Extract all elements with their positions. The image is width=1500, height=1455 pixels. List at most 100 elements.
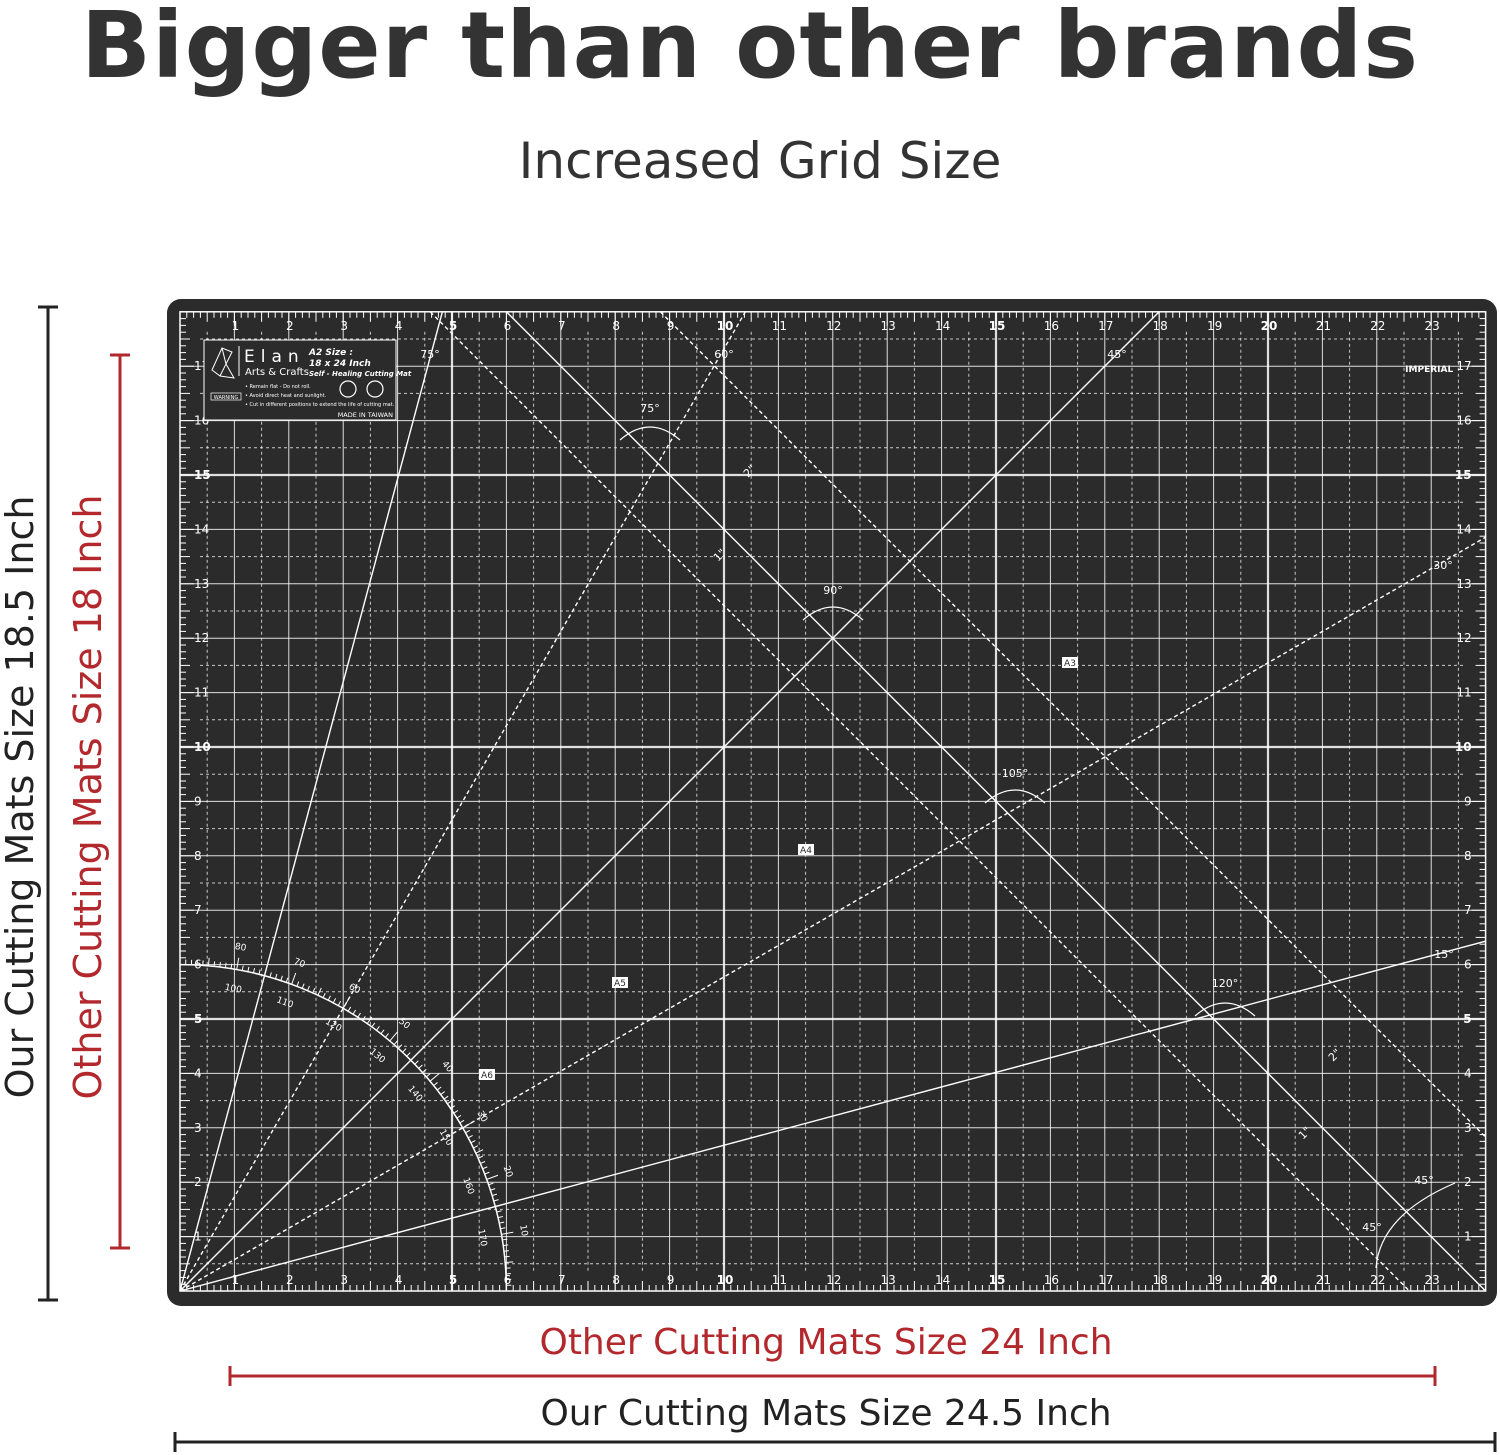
- ruler-number-top: 10: [717, 319, 734, 333]
- line-135deg: [505, 311, 1487, 1292]
- ruler-number-top: 1: [232, 319, 240, 333]
- protractor-tick: [496, 1210, 502, 1213]
- ruler-number-top: 21: [1316, 319, 1331, 333]
- paper-size-label: A4: [800, 846, 812, 856]
- paper-size-label: A5: [614, 979, 626, 989]
- protractor-tick: [332, 998, 337, 1004]
- ruler-number-left: 1: [194, 1230, 202, 1244]
- protractor-tick: [291, 972, 297, 985]
- ruler-number-left: 9: [194, 794, 202, 808]
- protractor-tick: [252, 967, 256, 974]
- protractor-tick: [480, 1161, 486, 1164]
- protractor-tick: [207, 957, 210, 966]
- protractor-tick: [406, 1052, 411, 1057]
- protractor-tick: [429, 1073, 440, 1082]
- protractor-tick: [418, 1064, 423, 1069]
- our-height-label: Our Cutting Mats Size 18.5 Inch: [0, 495, 42, 1099]
- ruler-number-left: 5: [194, 1012, 202, 1026]
- ruler-number-top: 8: [612, 319, 620, 333]
- ruler-number-top: 16: [1044, 319, 1059, 333]
- angle-label: 75°: [420, 348, 440, 361]
- angle-label: 45°: [1362, 1221, 1382, 1234]
- ruler-number-left: 11: [194, 686, 209, 700]
- logo-panel-border: [203, 339, 397, 421]
- ruler-number-right: 17: [1456, 359, 1471, 373]
- ruler-number-bottom: 1: [232, 1273, 240, 1287]
- angle-arc: [619, 426, 681, 441]
- protractor-tick: [389, 1031, 398, 1042]
- ruler-number-right: 1: [1464, 1230, 1472, 1244]
- paper-size-marker: [798, 844, 814, 855]
- ruler-number-bottom: 16: [1044, 1273, 1059, 1287]
- protractor-tick: [241, 965, 244, 971]
- protractor-tick: [453, 1110, 459, 1114]
- ruler-number-right: 13: [1456, 577, 1471, 591]
- protractor-tick: [502, 1238, 508, 1241]
- angle-arc: [1375, 1182, 1456, 1269]
- protractor-tick: [296, 981, 300, 987]
- protractor-tick: [402, 1048, 407, 1053]
- protractor-tick: [385, 1033, 389, 1038]
- ruler-number-right: 8: [1464, 849, 1472, 863]
- angle-label: 105°: [1002, 767, 1029, 780]
- ruler-number-top: 4: [395, 319, 403, 333]
- ruler-number-bottom: 22: [1370, 1273, 1385, 1287]
- protractor-tick: [433, 1082, 438, 1086]
- protractor-tick: [380, 1029, 385, 1035]
- protractor-tick: [493, 1199, 499, 1202]
- ruler-number-top: 17: [1098, 319, 1113, 333]
- brand-sub: Arts & Crafts: [245, 367, 309, 378]
- subheadline: Increased Grid Size: [518, 132, 1002, 190]
- protractor-tick: [422, 1068, 427, 1073]
- protractor-tick: [477, 1155, 483, 1159]
- ruler-number-left: 4: [194, 1066, 202, 1080]
- dimension-lines: [38, 305, 1497, 1452]
- protractor-number: 100: [224, 983, 243, 996]
- ruler-number-right: 9: [1464, 794, 1472, 808]
- protractor-tick: [456, 1114, 462, 1119]
- protractor-tick: [352, 1009, 357, 1015]
- ruler-number-left: 2: [194, 1175, 202, 1189]
- ruler-number-bottom: 5: [449, 1273, 457, 1287]
- ruler-number-bottom: 20: [1261, 1273, 1278, 1287]
- protractor-tick: [230, 963, 233, 969]
- protractor-tick: [486, 1174, 499, 1180]
- paper-size-label: A6: [481, 1071, 493, 1081]
- protractor-tick: [317, 987, 322, 996]
- ruler-number-bottom: 8: [612, 1273, 620, 1287]
- protractor-tick: [440, 1091, 445, 1095]
- ruler-number-top: 15: [989, 319, 1006, 333]
- warning-tip: • Avoid direct heat and sunlight.: [245, 393, 327, 399]
- angle-arc: [984, 789, 1046, 804]
- unit-label: IMPERIAL: [1405, 365, 1453, 375]
- ruler-number-bottom: 9: [667, 1273, 675, 1287]
- ruler-number-right: 5: [1463, 1012, 1471, 1026]
- angle-label: 45°: [1414, 1174, 1434, 1187]
- ruler-number-top: 19: [1207, 319, 1222, 333]
- paper-size-label: A3: [1064, 659, 1076, 669]
- ruler-number-right: 12: [1456, 631, 1471, 645]
- protractor-tick: [426, 1073, 431, 1078]
- protractor-number: 20: [501, 1165, 514, 1179]
- protractor-tick: [443, 1095, 449, 1100]
- protractor-tick: [269, 972, 272, 978]
- warning-box: [210, 392, 242, 401]
- ruler-number-left: 15: [194, 468, 211, 482]
- ruler-number-right: 6: [1464, 958, 1472, 972]
- ruler-number-right: 11: [1456, 686, 1471, 700]
- protractor-number: 80: [234, 942, 247, 954]
- ruler-number-bottom: 21: [1316, 1273, 1331, 1287]
- our-width-label: Our Cutting Mats Size 24.5 Inch: [540, 1393, 1112, 1434]
- ruler-number-bottom: 17: [1098, 1273, 1113, 1287]
- protractor-tick: [307, 985, 310, 991]
- line-15deg: [179, 940, 1486, 1292]
- protractor-tick: [497, 1215, 504, 1219]
- made-in: MADE IN TAIWAN: [338, 411, 393, 419]
- protractor-tick: [376, 1026, 380, 1031]
- angle-label: 75°: [640, 402, 660, 415]
- ruler-number-bottom: 3: [340, 1273, 348, 1287]
- ruler-number-right: 14: [1456, 522, 1471, 536]
- ruler-number-bottom: 2: [286, 1273, 294, 1287]
- protractor-tick: [475, 1149, 484, 1154]
